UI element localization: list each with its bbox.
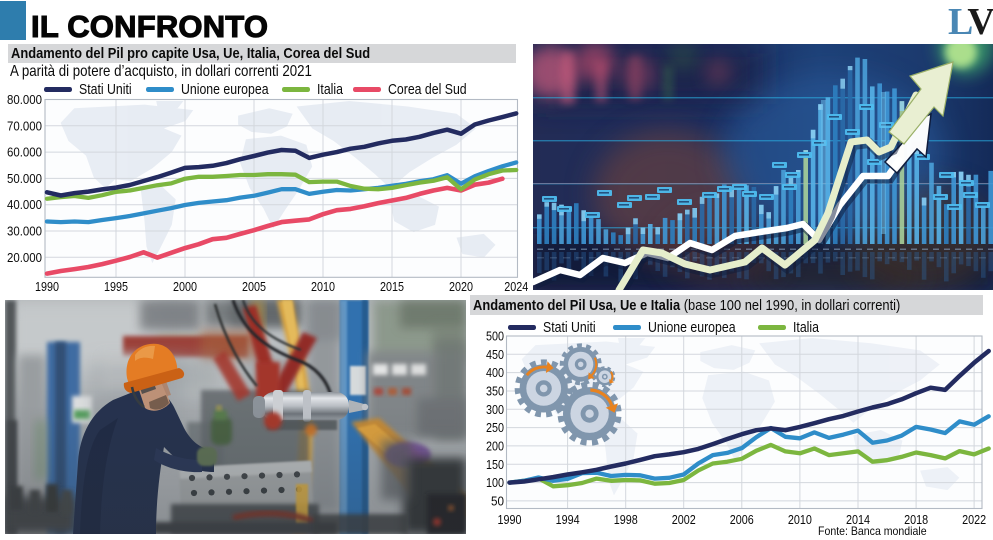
svg-text:2005: 2005 — [242, 279, 266, 294]
svg-text:150: 150 — [486, 457, 504, 472]
svg-text:2015: 2015 — [380, 279, 404, 294]
svg-text:2006: 2006 — [730, 512, 754, 527]
svg-text:40.000: 40.000 — [7, 197, 42, 212]
svg-text:200: 200 — [486, 438, 504, 453]
svg-text:50.000: 50.000 — [7, 171, 42, 186]
svg-text:80.000: 80.000 — [7, 95, 42, 107]
svg-text:2024: 2024 — [504, 279, 528, 294]
svg-text:2002: 2002 — [672, 512, 696, 527]
svg-text:250: 250 — [486, 420, 504, 435]
svg-text:70.000: 70.000 — [7, 118, 42, 133]
svg-text:50: 50 — [491, 493, 504, 508]
svg-text:2000: 2000 — [173, 279, 197, 294]
svg-text:2014: 2014 — [846, 512, 870, 527]
svg-text:2010: 2010 — [788, 512, 812, 527]
svg-text:450: 450 — [486, 347, 504, 362]
svg-text:1998: 1998 — [614, 512, 638, 527]
svg-text:1990: 1990 — [498, 512, 522, 527]
svg-text:30.000: 30.000 — [7, 224, 42, 239]
svg-text:100: 100 — [486, 475, 504, 490]
svg-text:2010: 2010 — [311, 279, 335, 294]
svg-text:1990: 1990 — [35, 279, 59, 294]
svg-text:1995: 1995 — [104, 279, 128, 294]
svg-text:20.000: 20.000 — [7, 250, 42, 265]
svg-text:500: 500 — [486, 329, 504, 344]
svg-text:60.000: 60.000 — [7, 145, 42, 160]
svg-text:2020: 2020 — [449, 279, 473, 294]
svg-text:1994: 1994 — [556, 512, 580, 527]
svg-text:2022: 2022 — [962, 512, 986, 527]
svg-text:350: 350 — [486, 384, 504, 399]
svg-text:400: 400 — [486, 365, 504, 380]
svg-text:300: 300 — [486, 402, 504, 417]
svg-text:2018: 2018 — [904, 512, 928, 527]
